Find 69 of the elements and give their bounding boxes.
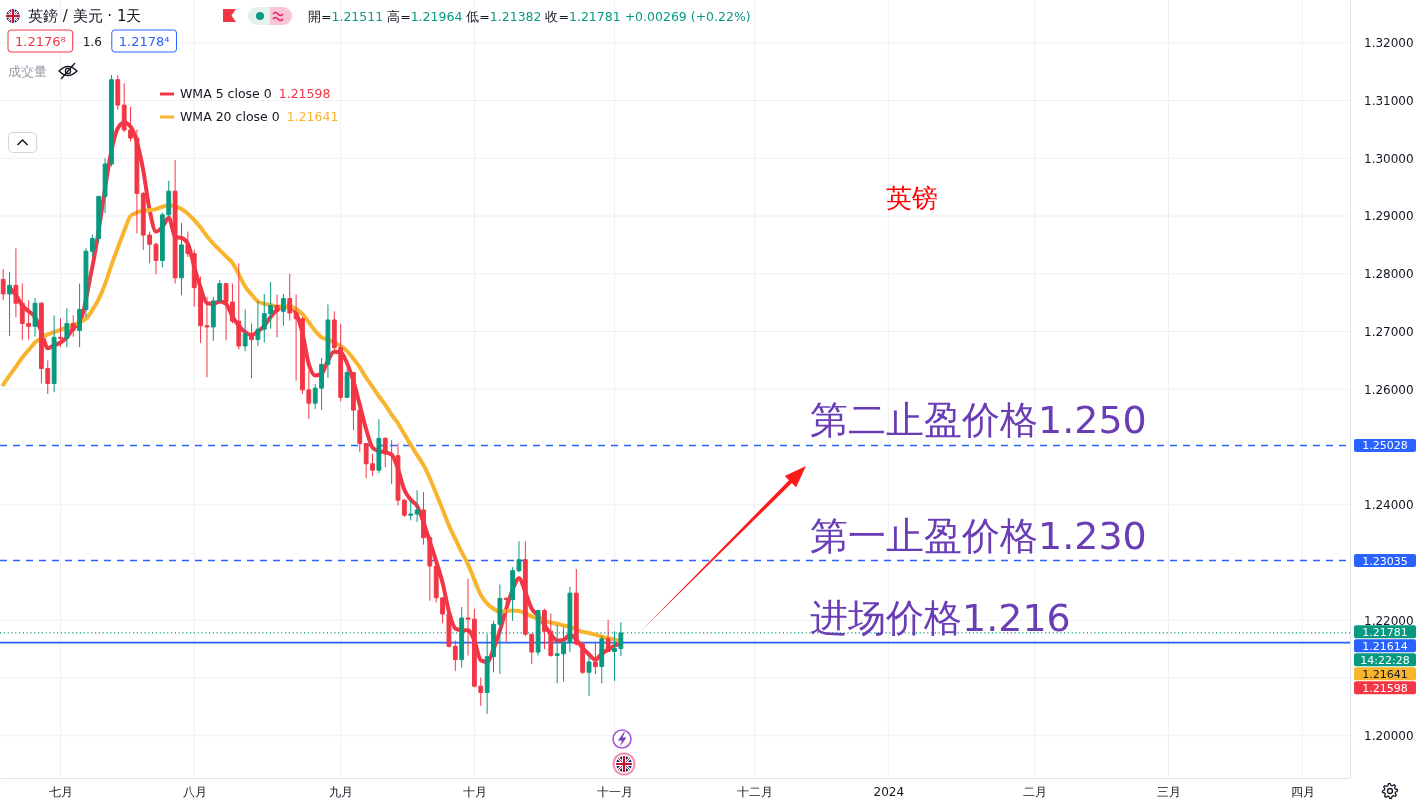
x-tick-label: 2024 — [873, 784, 905, 799]
candlestick — [376, 418, 382, 474]
y-tick-label: 1.24000 — [1364, 498, 1414, 513]
candlestick — [452, 640, 458, 672]
ref-line-label: 1.25028 — [1362, 439, 1408, 453]
candlestick — [408, 499, 414, 521]
annotation: 第二止盈价格1.250 — [810, 398, 1147, 443]
candlestick — [179, 222, 184, 296]
x-tick-label: 三月 — [1157, 784, 1182, 799]
text: 開=1.21511 高=1.21964 低=1.21382 收=1.21781 +0.00269 (+0.22%) — [308, 9, 751, 24]
x-tick-label: 十月 — [462, 784, 487, 799]
text: 14:22:28 — [1360, 653, 1410, 667]
x-tick-label: 九月 — [329, 784, 354, 799]
y-tick-label: 1.22000 — [1364, 613, 1414, 628]
y-tick-label: 1.30000 — [1364, 151, 1414, 166]
y-tick-label: 1.20000 — [1364, 729, 1414, 744]
ref-line-label: 1.21781 — [1362, 625, 1408, 639]
candlestick — [70, 314, 76, 338]
legend-label: WMA 5 close 0 — [180, 86, 272, 101]
annotation: 1.21598 — [278, 86, 331, 101]
annotation: 1.2176⁸ — [15, 34, 66, 49]
candlestick — [185, 231, 191, 258]
y-tick-label: 1.27000 — [1364, 324, 1414, 339]
annotation: 第一止盈价格1.230 — [810, 513, 1147, 558]
annotation: 成交量 — [8, 64, 47, 79]
candlestick — [586, 655, 592, 697]
candlestick — [503, 596, 509, 643]
candlestick — [280, 293, 286, 327]
x-tick-label: 十一月 — [597, 784, 633, 799]
x-tick-label: 二月 — [1023, 784, 1048, 799]
candlestick — [58, 317, 63, 348]
candlestick — [7, 271, 12, 337]
y-tick-label: 1.28000 — [1364, 267, 1414, 282]
y-tick-label: 1.32000 — [1364, 36, 1414, 51]
legend-label: WMA 20 close 0 — [180, 109, 280, 124]
candlestick — [535, 609, 541, 657]
text: 1.21598 — [1362, 681, 1408, 695]
annotation: 1.21641 — [286, 109, 339, 124]
y-tick-label: 1.31000 — [1364, 93, 1414, 108]
x-tick-label: 十二月 — [737, 784, 774, 799]
x-tick-label: 四月 — [1290, 784, 1315, 799]
candlestick — [344, 368, 350, 399]
text: 1.21641 — [1362, 667, 1408, 681]
annotation: 英镑 — [886, 183, 938, 213]
candlestick — [0, 268, 6, 301]
candlestick — [13, 247, 19, 318]
text: 英鎊 / 美元 · 1天 — [28, 7, 142, 25]
x-tick-label: 七月 — [49, 784, 73, 799]
x-tick-label: 八月 — [182, 784, 207, 799]
candlestick — [599, 635, 605, 684]
candlestick — [32, 297, 38, 338]
annotation: 进场价格1.216 — [810, 595, 1071, 640]
candlestick — [115, 74, 121, 111]
ref-line-label: 1.23035 — [1362, 554, 1408, 568]
candlestick — [605, 619, 611, 653]
ref-line-label: 1.21614 — [1362, 639, 1408, 653]
annotation: 1.6 — [82, 35, 102, 49]
y-tick-label: 1.29000 — [1364, 209, 1414, 224]
candlestick — [242, 309, 248, 352]
candlestick — [51, 314, 57, 393]
candlestick — [249, 322, 254, 379]
candlestick — [274, 294, 280, 338]
candlestick — [414, 489, 420, 523]
candlestick — [255, 300, 261, 347]
candlestick — [64, 307, 70, 348]
candlestick — [287, 273, 293, 322]
annotation: 1.2178⁴ — [118, 34, 170, 49]
candlestick — [172, 159, 178, 285]
y-tick-label: 1.26000 — [1364, 382, 1414, 397]
